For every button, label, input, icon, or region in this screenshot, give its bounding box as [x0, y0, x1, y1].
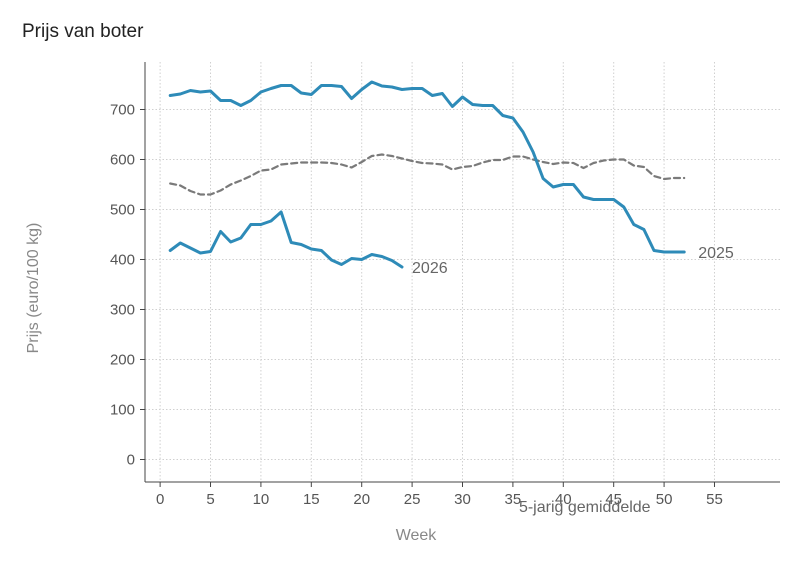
x-tick-label: 50 [656, 491, 673, 508]
x-tick-label: 35 [505, 491, 522, 508]
series-label-2026: 2026 [412, 260, 448, 277]
y-tick-label: 400 [110, 252, 135, 269]
x-tick-label: 0 [156, 491, 164, 508]
y-tick-label: 200 [110, 352, 135, 369]
x-tick-label: 40 [555, 491, 572, 508]
y-tick-label: 300 [110, 302, 135, 319]
y-tick-label: 700 [110, 102, 135, 119]
x-tick-label: 30 [454, 491, 471, 508]
series-label-5-jarig-gemiddelde: 5-jarig gemiddelde [519, 499, 651, 516]
x-tick-label: 15 [303, 491, 320, 508]
series-lines [168, 80, 686, 269]
tick-labels: 0 5 10 15 20 25 30 35 40 45 50 55 0 100 200 300 400 500 60… [110, 102, 723, 509]
x-tick-label: 45 [605, 491, 622, 508]
x-tick-label: 55 [706, 491, 723, 508]
axes [140, 62, 780, 487]
grid-lines [145, 62, 780, 482]
y-tick-label: 600 [110, 152, 135, 169]
y-axis-title: Prijs (euro/100 kg) [25, 223, 42, 354]
series-line-2026 [168, 210, 404, 269]
y-tick-label: 100 [110, 402, 135, 419]
y-tick-label: 0 [127, 452, 135, 469]
series-line-5-jarig-gemiddelde [169, 153, 686, 196]
chart-title: Prijs van boter [22, 21, 144, 42]
series-label-2025: 2025 [698, 245, 734, 262]
series-line-2025 [168, 80, 686, 254]
y-tick-label: 500 [110, 202, 135, 219]
x-axis-title: Week [396, 527, 438, 544]
x-tick-label: 25 [404, 491, 421, 508]
series-labels: 2025 5-jarig gemiddelde 2026 [412, 245, 734, 516]
x-tick-label: 5 [206, 491, 214, 508]
x-tick-label: 10 [253, 491, 270, 508]
x-tick-label: 20 [353, 491, 370, 508]
